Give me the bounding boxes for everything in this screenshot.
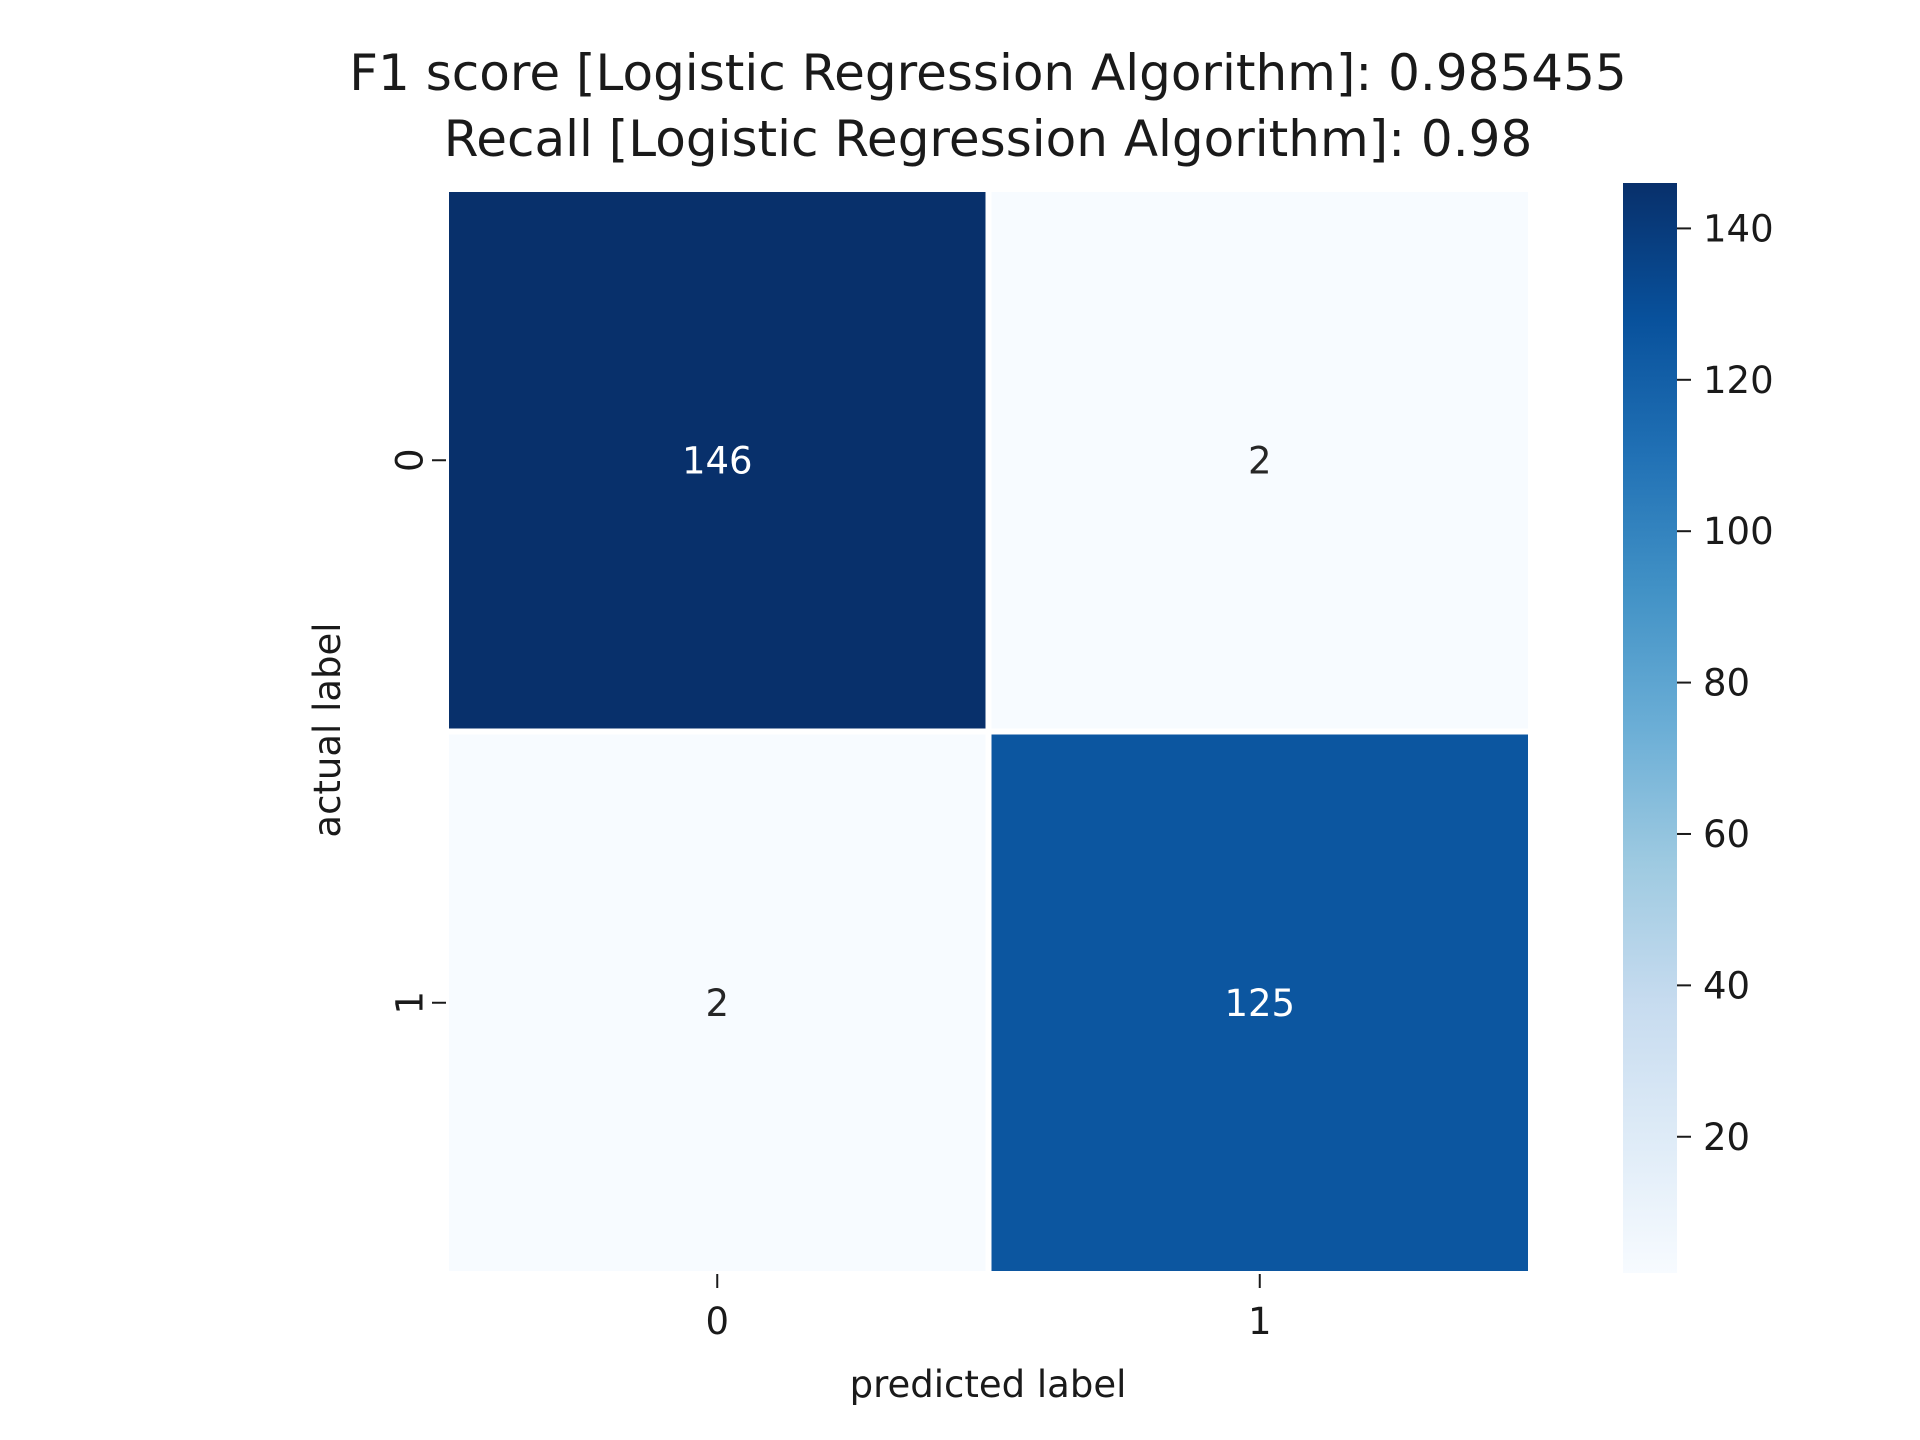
x-tick-label: 1	[1248, 1300, 1272, 1343]
colorbar-ticks: 20 40 60 80 100 120 140	[1677, 207, 1774, 1159]
colorbar-tick-label: 80	[1703, 662, 1750, 705]
heatmap-cell-r1-c0	[449, 734, 986, 1271]
x-axis-label: predicted label	[850, 1363, 1127, 1406]
heatmap-cell-r1-c1	[991, 734, 1528, 1271]
cell-value-label: 125	[1224, 982, 1295, 1025]
y-axis-ticks: 01	[389, 448, 446, 1015]
cell-value-label: 146	[682, 439, 753, 482]
heatmap-cell-r0-c1	[991, 192, 1528, 729]
y-tick-label: 0	[389, 448, 432, 472]
chart-title-line-2: Recall [Logistic Regression Algorithm]: …	[444, 110, 1533, 168]
y-tick-label: 1	[389, 991, 432, 1015]
colorbar-tick-label: 140	[1703, 207, 1774, 250]
heatmap-cells: 146 2 2 125	[449, 192, 1528, 1271]
colorbar-tick-label: 100	[1703, 510, 1774, 553]
cell-value-label: 2	[1248, 439, 1272, 482]
colorbar-tick-label: 60	[1703, 813, 1750, 856]
cell-value-label: 2	[705, 982, 729, 1025]
colorbar	[1623, 183, 1677, 1273]
y-axis-label: actual label	[306, 622, 349, 837]
heatmap-cell-r0-c0	[449, 192, 986, 729]
chart-title-line-1: F1 score [Logistic Regression Algorithm]…	[349, 44, 1626, 102]
colorbar-tick-label: 120	[1703, 359, 1774, 402]
x-tick-label: 0	[705, 1300, 729, 1343]
colorbar-tick-label: 20	[1703, 1116, 1750, 1159]
colorbar-tick-label: 40	[1703, 964, 1750, 1007]
